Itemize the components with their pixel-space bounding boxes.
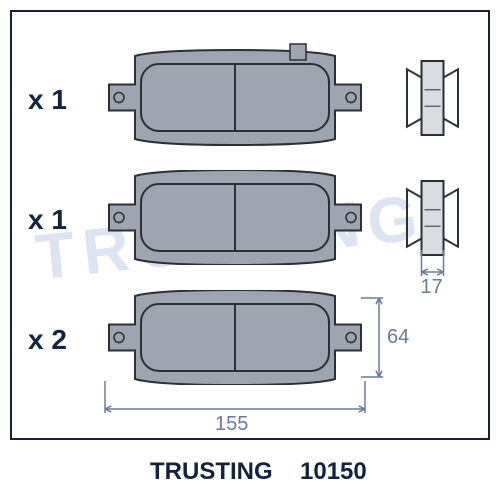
footer-brand: TRUSTING xyxy=(150,458,273,486)
diagram-canvas: TRUSTING x 1 x 1 x 2 155 64 17 TRUSTING … xyxy=(0,0,500,500)
dimension-thickness-label: 17 xyxy=(421,276,443,299)
footer-part-number: 10150 xyxy=(300,458,367,486)
dimension-thickness xyxy=(0,0,500,500)
